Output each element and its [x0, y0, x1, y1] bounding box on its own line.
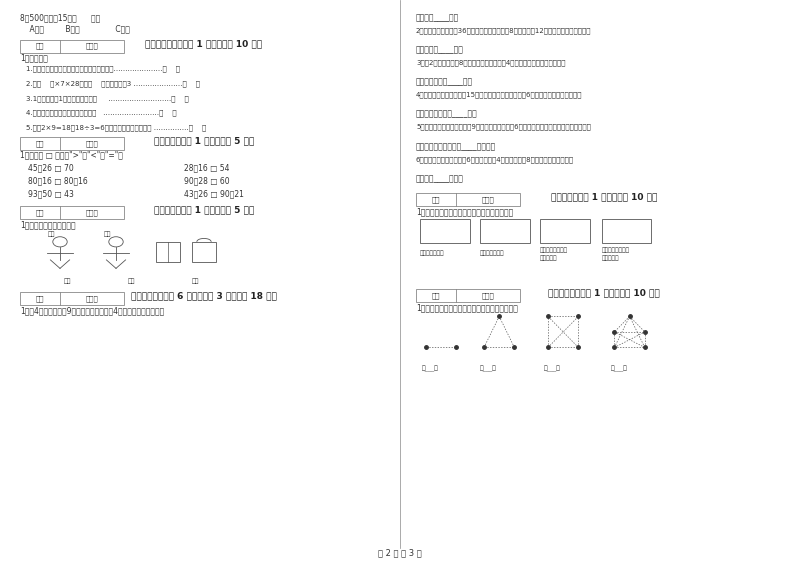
Bar	[420, 219, 470, 243]
Text: 2．一辆公共汽车里有36位乘客，到扬州路下去8位，又上来12位，这时车上有多少位？: 2．一辆公共汽车里有36位乘客，到扬州路下去8位，又上来12位，这时车上有多少位…	[416, 27, 591, 34]
Text: 93－50 □ 43: 93－50 □ 43	[28, 189, 74, 198]
Text: 3.1千克铁条和1千克木条一样重。     ………………………（    ）: 3.1千克铁条和1千克木条一样重。 ………………………（ ）	[26, 95, 189, 102]
Bar	[20, 206, 124, 219]
Text: 小军: 小军	[104, 232, 111, 237]
Bar	[20, 292, 124, 305]
Text: 2.在（    ）×7×28中，（    ）里最大应填3 …………………（    ）: 2.在（ ）×7×28中，（ ）里最大应填3 …………………（ ）	[26, 80, 200, 87]
Bar	[540, 219, 590, 243]
Bar	[416, 193, 520, 206]
Text: 共___条: 共___条	[422, 366, 438, 372]
Text: 得分: 得分	[35, 140, 44, 146]
Text: 小红: 小红	[64, 278, 71, 284]
Text: 6．同学们去公园划船，每6人一组，需要4条船，如果每8人一组，需要几条船？: 6．同学们去公园划船，每6人一组，需要4条船，如果每8人一组，需要几条船？	[416, 156, 574, 163]
Text: 分成一个三角形和: 分成一个三角形和	[602, 247, 630, 253]
Text: 1．我会在 □ 里填上">"，"<"，"="。: 1．我会在 □ 里填上">"，"<"，"="。	[20, 151, 123, 160]
Text: 答：每人____个。: 答：每人____个。	[416, 13, 459, 22]
Text: 80－16 □ 80＋16: 80－16 □ 80＋16	[28, 176, 88, 185]
Text: 小亚: 小亚	[192, 278, 199, 284]
Text: 得分: 得分	[35, 295, 44, 302]
Text: 5．爸爸、妈妈和我共分别了9个玉米，小弟弟摘了6个，问我们全家一共摘了多少个玉米？: 5．爸爸、妈妈和我共分别了9个玉米，小弟弟摘了6个，问我们全家一共摘了多少个玉米…	[416, 124, 591, 131]
Bar	[156, 242, 180, 262]
Text: 8．500里面有15个（      ）。: 8．500里面有15个（ ）。	[20, 13, 100, 22]
Text: 5.计劗2×9=18和18÷3=6用的是同一句乘法口诀。 ……………（    ）: 5.计劗2×9=18和18÷3=6用的是同一句乘法口诀。 ……………（ ）	[26, 124, 206, 131]
Bar	[602, 219, 651, 243]
Text: 评卷人: 评卷人	[86, 140, 98, 146]
Text: 3．有2箱水，每箱有8瓶，把这些水平均分给4个同学，每个同学能分几瓶？: 3．有2箱水，每箱有8瓶，把这些水平均分给4个同学，每个同学能分几瓶？	[416, 59, 566, 66]
Text: 4.称物体的质量可以用天平和米尺。   ……………………（    ）: 4.称物体的质量可以用天平和米尺。 ……………………（ ）	[26, 110, 177, 116]
Text: 28＋16 □ 54: 28＋16 □ 54	[184, 163, 230, 172]
Text: 得分: 得分	[35, 210, 44, 216]
Text: A．千         B．百               C．十: A．千 B．百 C．十	[20, 24, 130, 33]
Text: 分成一个三角形和: 分成一个三角形和	[540, 247, 568, 253]
Text: 得分: 得分	[431, 197, 440, 203]
Text: 1．在每两点间都画一条线段，数一数再填一填。: 1．在每两点间都画一条线段，数一数再填一填。	[416, 303, 518, 312]
Text: 得分: 得分	[35, 43, 44, 49]
Text: 分成两个三角形: 分成两个三角形	[420, 250, 445, 256]
Text: 1.一个数的最高位是万位，这个数是四位数。…………………（    ）: 1.一个数的最高位是万位，这个数是四位数。…………………（ ）	[26, 66, 181, 72]
Text: 答：车上有____位。: 答：车上有____位。	[416, 45, 464, 54]
Text: 1．我会观察，我会连线。: 1．我会观察，我会连线。	[20, 220, 76, 229]
Text: 1．判一判。: 1．判一判。	[20, 54, 48, 63]
Text: 小蓝: 小蓝	[128, 278, 135, 284]
Text: 第 2 页 共 3 页: 第 2 页 共 3 页	[378, 548, 422, 557]
Text: 45＋26 □ 70: 45＋26 □ 70	[28, 163, 74, 172]
Text: 共___条: 共___条	[480, 366, 497, 372]
Text: 共___条: 共___条	[610, 366, 627, 372]
Bar	[192, 242, 216, 262]
Bar	[20, 40, 124, 53]
Text: 中和: 中和	[48, 232, 55, 237]
Text: 分成两个四边形: 分成两个四边形	[480, 250, 505, 256]
Text: 七、连一连（共 1 大题，共计 5 分）: 七、连一连（共 1 大题，共计 5 分）	[154, 206, 254, 215]
Text: 1．把下面的长方形用一条线段按要求分一分。: 1．把下面的长方形用一条线段按要求分一分。	[416, 207, 514, 216]
Text: 十、综合题（共 1 大题，共计 10 分）: 十、综合题（共 1 大题，共计 10 分）	[551, 193, 657, 202]
Text: 答：两天一共看了____页。: 答：两天一共看了____页。	[416, 110, 478, 119]
Text: 1．有4箱苹果，每箱9个，把苹果平均分给4个小朋友，每人几个？: 1．有4箱苹果，每箱9个，把苹果平均分给4个小朋友，每人几个？	[20, 306, 164, 315]
Text: 十一、附加题（共 1 大题，共计 10 分）: 十一、附加题（共 1 大题，共计 10 分）	[548, 289, 660, 298]
Bar	[480, 219, 530, 243]
Text: 一个四边形: 一个四边形	[540, 255, 558, 261]
Text: 评卷人: 评卷人	[86, 295, 98, 302]
Bar	[20, 137, 124, 150]
Text: 评卷人: 评卷人	[482, 197, 494, 203]
Text: 43＋26 □ 90－21: 43＋26 □ 90－21	[184, 189, 244, 198]
Text: 答：我们全家一共摘了____个玉米。: 答：我们全家一共摘了____个玉米。	[416, 142, 496, 151]
Text: 评卷人: 评卷人	[86, 210, 98, 216]
Text: 评卷人: 评卷人	[86, 43, 98, 49]
Text: 答：需要____条船。: 答：需要____条船。	[416, 174, 464, 183]
Text: 得分: 得分	[431, 293, 440, 299]
Text: 八、解决问题（共 6 小题，每题 3 分，共计 18 分）: 八、解决问题（共 6 小题，每题 3 分，共计 18 分）	[131, 292, 277, 301]
Text: 评卷人: 评卷人	[482, 293, 494, 299]
Text: 五、判断对与错（共 1 大题，共计 10 分）: 五、判断对与错（共 1 大题，共计 10 分）	[146, 39, 262, 48]
Text: 答：每个同学能____瓶。: 答：每个同学能____瓶。	[416, 77, 473, 86]
Text: 90－28 □ 60: 90－28 □ 60	[184, 176, 230, 185]
Text: 一个五边形: 一个五边形	[602, 255, 619, 261]
Bar	[416, 289, 520, 302]
Text: 4．小红看书，第一天看了15页，第二天看的比第一天少6页，两天一共看了多少页？: 4．小红看书，第一天看了15页，第二天看的比第一天少6页，两天一共看了多少页？	[416, 92, 582, 98]
Text: 共___条: 共___条	[544, 366, 561, 372]
Text: 六、比一比（共 1 大题，共计 5 分）: 六、比一比（共 1 大题，共计 5 分）	[154, 136, 254, 145]
